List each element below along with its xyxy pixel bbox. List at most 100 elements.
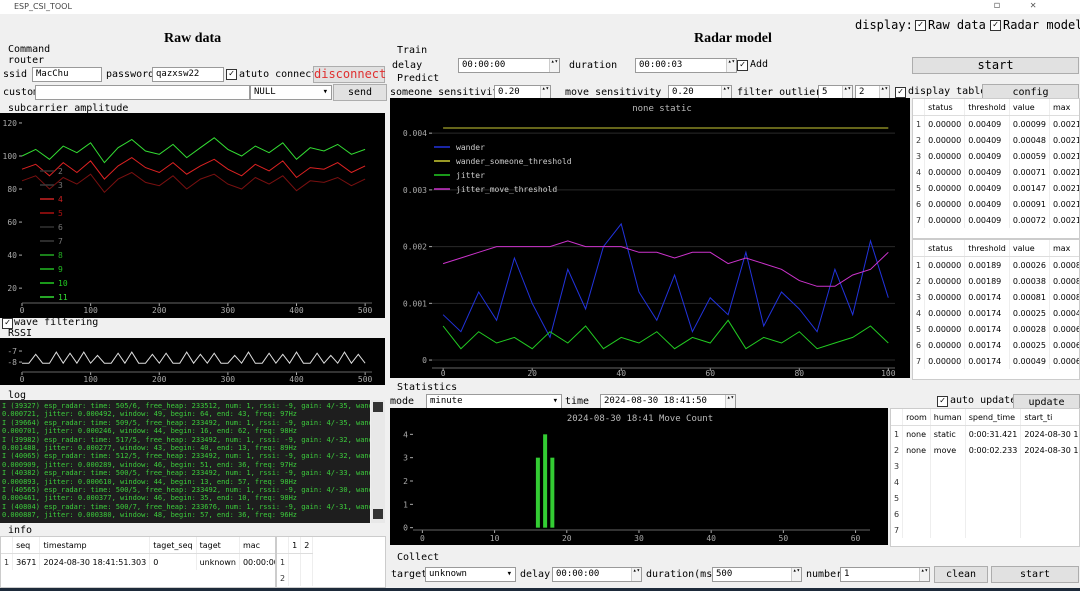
column-header: mac (239, 537, 275, 554)
x-tick-label: 60 (851, 534, 861, 543)
label: delay (520, 569, 551, 580)
cell (930, 474, 966, 490)
cell: 0.00000 (924, 256, 966, 273)
cell: 0.00409 (964, 196, 1010, 212)
y-tick-label: 20 (7, 284, 17, 293)
group-label: Train (397, 45, 428, 56)
cell: 0.00000 (924, 212, 966, 228)
checkbox[interactable] (937, 396, 948, 407)
checkbox[interactable] (915, 20, 926, 31)
select[interactable]: unknown (425, 567, 516, 582)
number-input[interactable]: 0.20 (668, 85, 732, 100)
checkbox[interactable] (990, 20, 1001, 31)
checkbox[interactable] (737, 60, 748, 71)
text-input[interactable]: MacChu (32, 67, 102, 82)
cell: 0.00218 (1049, 212, 1079, 228)
number-input[interactable]: 2 (855, 85, 890, 100)
table: seq timestamp taget_seq taget mac 1 3671 2024-0… (1, 537, 275, 570)
checkbox-label[interactable]: display table (908, 86, 987, 97)
cell (1020, 458, 1079, 474)
cell: 2024-08-30 18:41:51.303 (39, 553, 151, 570)
checkbox[interactable] (2, 318, 13, 329)
window-controls[interactable]: ◻ ✕ (994, 0, 1037, 11)
cell: 0.00049 (1049, 305, 1079, 321)
button[interactable]: start (991, 566, 1079, 583)
column-header: room (902, 409, 931, 426)
log-line: I (40065) esp_radar: time: 512/5, free_h… (2, 452, 370, 461)
row-header: 7 (913, 212, 926, 228)
row-header: 3 (913, 289, 926, 305)
time-input[interactable]: 00:00:00 (552, 567, 642, 582)
button[interactable]: send (333, 84, 387, 101)
log-line: I (39982) esp_radar: time: 517/5, free_h… (2, 435, 370, 444)
x-tick-label: 40 (706, 534, 716, 543)
row: 2 (277, 570, 314, 586)
series-line (442, 319, 889, 350)
cell: 0.00026 (1009, 256, 1050, 273)
x-tick-label: 20 (527, 369, 537, 378)
y-tick-label: 0.001 (403, 299, 427, 308)
x-tick-label: 500 (358, 306, 373, 315)
column-header: 1 (288, 537, 302, 554)
cell: 0.00000 (924, 353, 966, 369)
datetime-input[interactable]: 2024-08-30 18:41:50 (600, 394, 736, 409)
y-tick-label: 3 (403, 454, 408, 463)
cell (1020, 506, 1079, 522)
cell (965, 506, 1022, 522)
x-tick-label: 500 (358, 375, 373, 384)
row: 7 (891, 522, 1079, 538)
cell (902, 522, 931, 538)
title-bar (0, 0, 1080, 14)
y-tick-label: 1 (403, 500, 408, 509)
cell (300, 553, 314, 570)
legend-label: 4 (58, 195, 63, 204)
panel-title: Raw data (164, 31, 222, 46)
button[interactable]: disconnect (313, 66, 387, 83)
button[interactable]: clean (934, 566, 988, 583)
corner-cell (1, 537, 14, 554)
checkbox-label[interactable]: wave filtering (14, 317, 99, 328)
select[interactable]: NULL (250, 85, 332, 100)
text-input[interactable]: qazxsw22 (152, 67, 224, 82)
checkbox[interactable] (226, 69, 237, 80)
cell (965, 474, 1022, 490)
checkbox-label[interactable]: Add (750, 59, 769, 70)
checkbox-label[interactable]: auto update (950, 395, 1017, 406)
time-input[interactable]: 00:00:03 (635, 58, 737, 73)
checkbox-label[interactable]: Radar model (1003, 18, 1080, 32)
checkbox-label[interactable]: Raw data (928, 18, 986, 32)
legend-label: jitter_move_threshold (456, 185, 557, 194)
number-input[interactable]: 500 (712, 567, 802, 582)
checkbox[interactable] (895, 87, 906, 98)
row-header: 2 (913, 132, 926, 148)
button[interactable]: start (912, 57, 1079, 74)
column-header: spend_time (965, 409, 1022, 426)
log-line: 0.000893, jitter: 0.000610, window: 44, … (2, 477, 298, 486)
x-tick-label: 40 (616, 369, 626, 378)
select[interactable]: minute (426, 394, 562, 409)
checkbox-label[interactable]: atuto connect (239, 69, 318, 80)
x-tick-label: 80 (794, 369, 804, 378)
text-input[interactable] (35, 85, 250, 100)
legend-label: 5 (58, 209, 63, 218)
column-header: status (924, 99, 966, 116)
y-tick-label: 40 (7, 251, 17, 260)
scrollbar[interactable] (371, 400, 385, 523)
cell (930, 458, 966, 474)
cell: 0.00000 (924, 273, 966, 289)
number-input[interactable]: 1 (840, 567, 930, 582)
time-input[interactable]: 00:00:00 (458, 58, 560, 73)
x-tick-label: 60 (705, 369, 715, 378)
row: 6 (891, 506, 1079, 522)
cell: 0.00174 (964, 337, 1010, 353)
cell (902, 458, 931, 474)
